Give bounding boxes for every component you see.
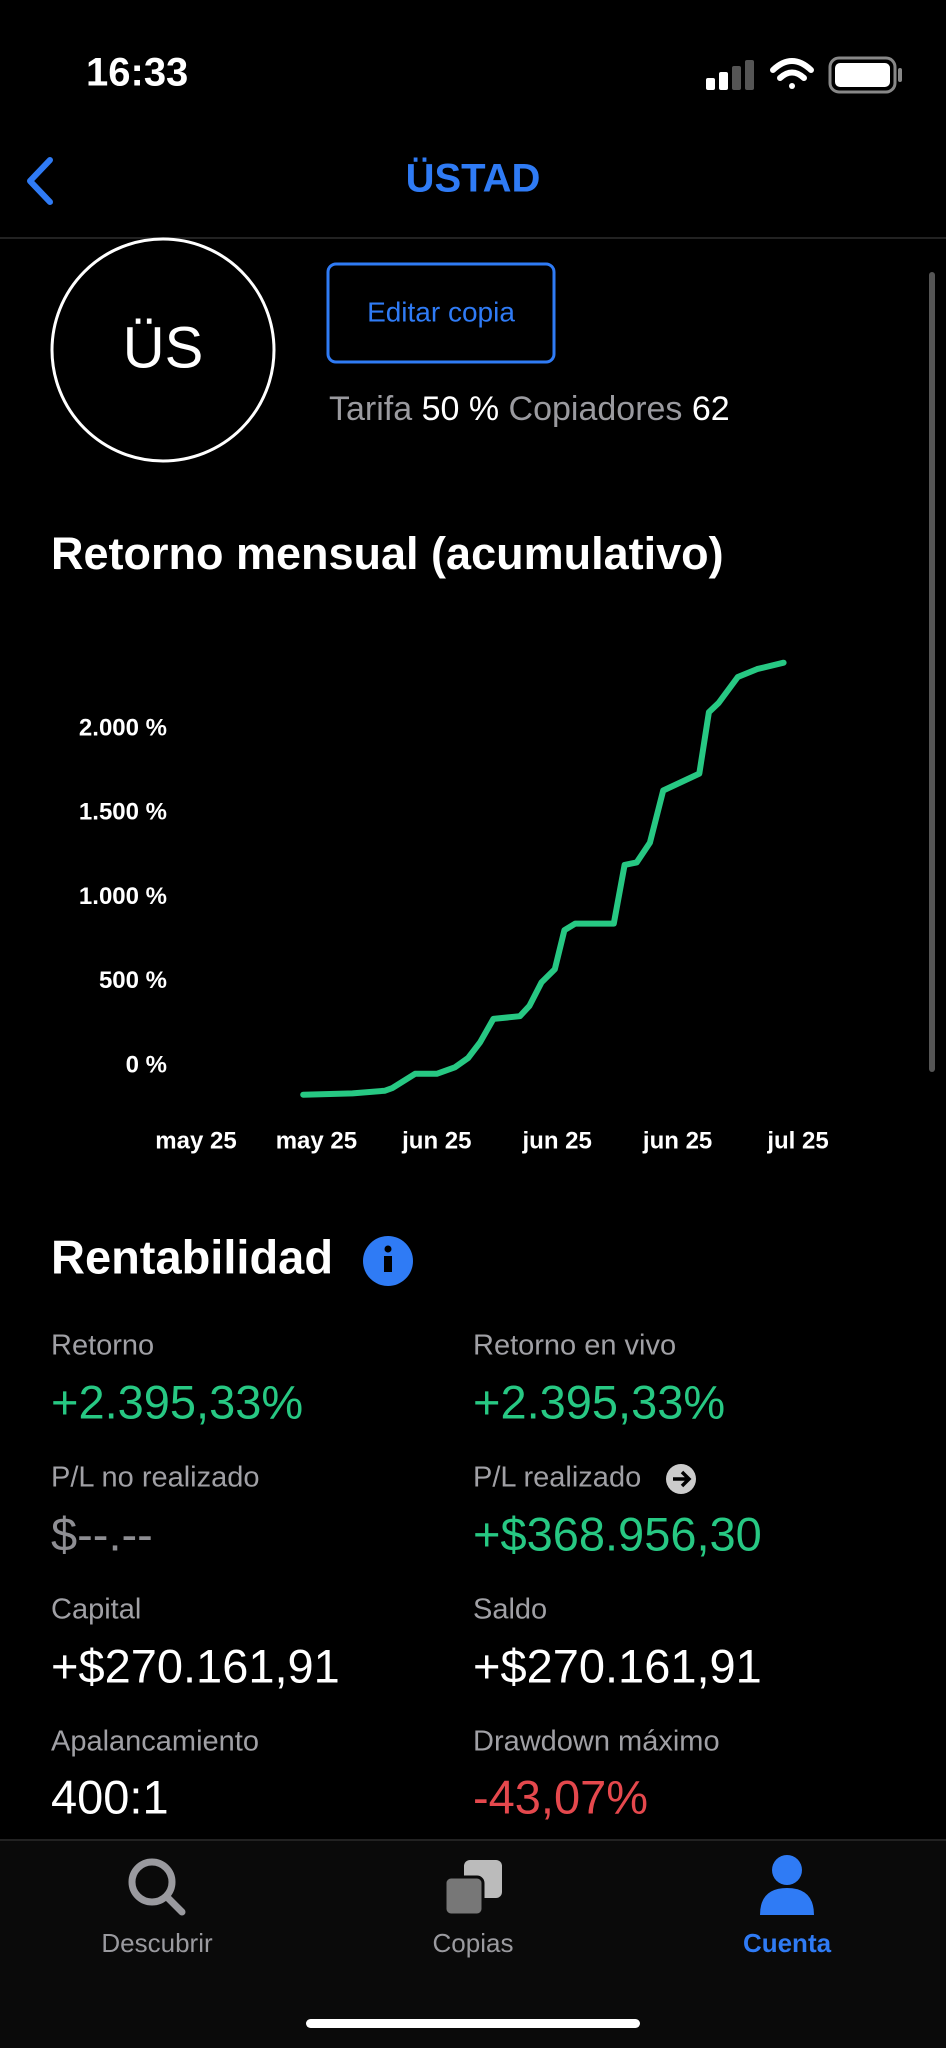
avatar-initials: ÜS: [123, 315, 204, 380]
metric-label: Retorno en vivo: [473, 1330, 676, 1362]
signal-icon: [706, 60, 754, 90]
x-tick-label: jun 25: [522, 1127, 592, 1154]
section-title: Rentabilidad: [51, 1230, 333, 1283]
metric-value: +2.395,33%: [51, 1375, 303, 1428]
chart: 0 % 500 % 1.000 % 1.500 % 2.000 % may 25 may 2…: [79, 659, 829, 1154]
return-line: [300, 659, 787, 1098]
status-time: 16:33: [86, 51, 188, 95]
y-tick-label: 1.000 %: [79, 883, 167, 910]
x-tick-label: jul 25: [766, 1127, 828, 1154]
copiers-value: 62: [692, 390, 730, 428]
tab-label[interactable]: Copias: [433, 1928, 514, 1958]
metric-value: -43,07%: [473, 1770, 648, 1823]
copies-icon[interactable]: [443, 1860, 502, 1917]
metric-value: +2.395,33%: [473, 1375, 725, 1428]
arrow-icon[interactable]: [666, 1464, 696, 1494]
y-tick-label: 500 %: [99, 967, 167, 994]
metric-value: +$270.161,91: [473, 1639, 762, 1692]
metric-value: $--.--: [51, 1507, 153, 1560]
info-icon[interactable]: [363, 1236, 413, 1286]
profile-stats: Tarifa 50 % Copiadores 62: [329, 390, 730, 428]
metric-value: +$368.956,30: [473, 1507, 762, 1560]
x-tick-label: jun 25: [401, 1127, 471, 1154]
home-indicator: [306, 2019, 640, 2028]
chart-title: Retorno mensual (acumulativo): [51, 528, 724, 579]
metric-value: +$270.161,91: [51, 1639, 340, 1692]
avatar: [50, 237, 276, 463]
fee-label: Tarifa: [329, 390, 412, 428]
y-tick-label: 1.500 %: [79, 799, 167, 826]
fee-value: 50 %: [422, 390, 500, 428]
metric-label: Drawdown máximo: [473, 1726, 720, 1758]
copiers-label: Copiadores: [509, 390, 683, 428]
back-button[interactable]: [27, 157, 53, 205]
wifi-icon: [770, 58, 814, 89]
tab-label[interactable]: Cuenta: [743, 1928, 832, 1958]
y-tick-label: 0 %: [126, 1051, 167, 1078]
battery-icon: [828, 56, 902, 94]
y-tick-label: 2.000 %: [79, 715, 167, 742]
edit-copy-label[interactable]: Editar copia: [367, 296, 515, 327]
x-tick-label: may 25: [276, 1127, 357, 1154]
metric-label: Apalancamiento: [51, 1726, 259, 1758]
account-icon[interactable]: [760, 1855, 814, 1915]
scrollbar: [929, 272, 935, 1072]
x-tick-label: jun 25: [642, 1127, 712, 1154]
metric-label: P/L realizado: [473, 1462, 641, 1494]
metric-label: P/L no realizado: [51, 1462, 260, 1494]
tab-label[interactable]: Descubrir: [101, 1928, 213, 1958]
metric-value: 400:1: [51, 1770, 169, 1823]
metric-label: Capital: [51, 1594, 141, 1626]
edit-copy-button[interactable]: [326, 262, 556, 364]
metric-label: Saldo: [473, 1594, 547, 1626]
metric-label: Retorno: [51, 1330, 154, 1362]
x-tick-label: may 25: [155, 1127, 236, 1154]
header-title: ÜSTAD: [406, 156, 541, 201]
search-icon[interactable]: [128, 1858, 186, 1916]
